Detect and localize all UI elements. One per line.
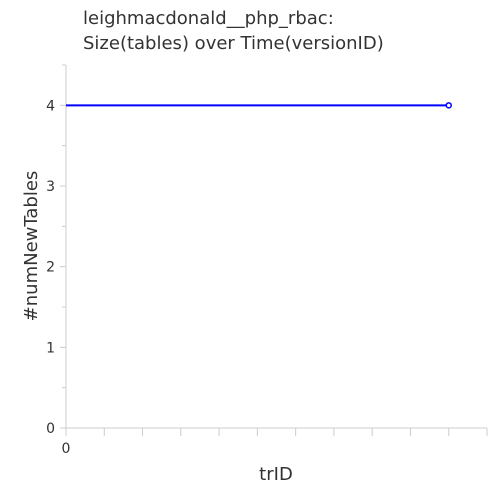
y-tick-label: 3	[46, 179, 55, 195]
y-tick-label: 0	[46, 421, 55, 437]
x-axis-label: trID	[259, 464, 293, 485]
chart-title-line-1: leighmacdonald__php_rbac:	[83, 8, 334, 29]
y-axis-label: #numNewTables	[21, 171, 42, 322]
y-tick-label: 4	[46, 98, 55, 114]
y-tick-label: 2	[46, 260, 55, 276]
data-point	[445, 102, 452, 109]
y-axis-ticks: 0 1 2 3 4	[46, 64, 66, 437]
series-layer	[66, 102, 452, 109]
x-axis-ticks	[65, 428, 488, 436]
y-tick-label: 1	[46, 340, 55, 356]
chart-title-line-2: Size(tables) over Time(versionID)	[83, 33, 384, 54]
x-tick-label: 0	[62, 441, 71, 457]
